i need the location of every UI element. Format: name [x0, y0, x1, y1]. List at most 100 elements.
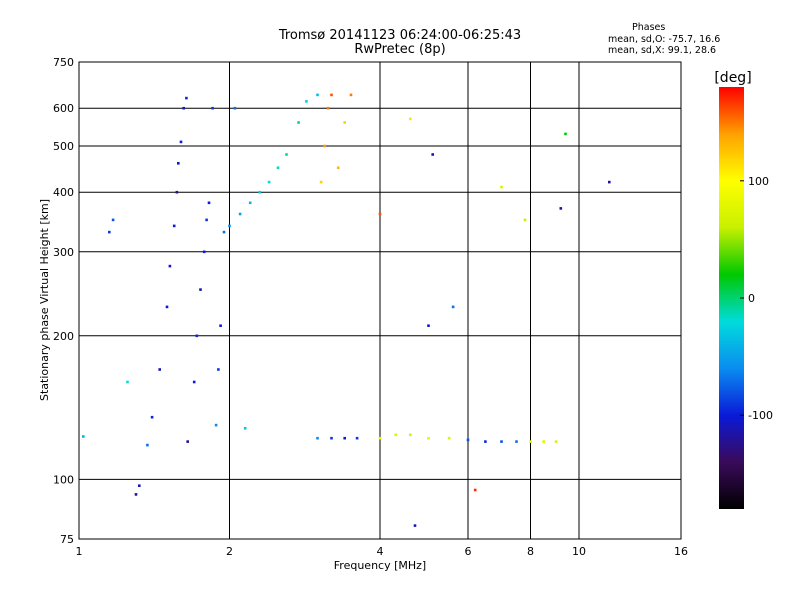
data-point — [529, 440, 532, 443]
data-point — [82, 435, 85, 438]
x-tick-label: 2 — [226, 545, 233, 558]
data-point — [378, 212, 382, 216]
data-point — [219, 324, 222, 327]
data-point — [111, 218, 115, 222]
data-point — [276, 166, 280, 170]
data-point — [108, 230, 111, 234]
data-point — [427, 436, 430, 440]
data-point — [177, 162, 180, 165]
data-point — [484, 440, 487, 443]
data-point — [554, 440, 558, 443]
y-tick-label: 100 — [53, 473, 74, 486]
x-tick-label: 10 — [572, 545, 586, 558]
y-tick-label: 200 — [53, 330, 74, 343]
data-point — [168, 264, 172, 268]
data-point — [202, 250, 206, 254]
data-point — [217, 368, 220, 371]
data-point — [211, 106, 214, 110]
data-point — [330, 93, 333, 97]
x-tick-labels: 1 2 4 6 8 10 16 — [76, 545, 689, 558]
data-point — [451, 305, 455, 309]
data-point — [473, 488, 477, 492]
data-point — [214, 423, 218, 427]
data-point — [319, 180, 323, 184]
data-point — [427, 324, 430, 327]
data-point — [207, 201, 211, 205]
data-point — [515, 440, 518, 443]
data-point — [138, 484, 141, 487]
x-axis-label: Frequency [MHz] — [334, 559, 426, 572]
data-point — [466, 438, 470, 442]
data-point — [134, 493, 138, 496]
data-points — [82, 93, 611, 527]
stats-x-mode: mean, sd,X: 99.1, 28.6 — [608, 45, 717, 56]
stats-title: Phases — [632, 22, 666, 33]
data-point — [330, 436, 333, 440]
data-point — [336, 166, 340, 170]
y-tick-label: 75 — [60, 533, 74, 546]
data-point — [205, 218, 208, 222]
data-point — [243, 427, 247, 430]
stats-o-mode: mean, sd,O: -75.7, 16.6 — [608, 34, 721, 45]
x-tick-label: 4 — [377, 545, 384, 558]
data-point — [355, 436, 359, 440]
data-point — [305, 100, 308, 103]
colorbar-tick-label: 100 — [748, 175, 769, 188]
data-point — [559, 207, 563, 210]
colorbar-ticks: 100 0 -100 — [740, 175, 773, 422]
data-point — [297, 121, 300, 124]
colorbar-tick-label: 0 — [748, 292, 755, 305]
data-point — [222, 230, 226, 234]
x-tick-label: 6 — [465, 545, 472, 558]
data-point — [258, 190, 262, 194]
grid-lines — [79, 62, 681, 539]
data-point — [228, 224, 231, 228]
data-point — [285, 153, 288, 156]
data-point — [185, 96, 188, 100]
plot-frame — [78, 61, 682, 540]
data-point — [150, 415, 154, 419]
data-point — [500, 185, 503, 189]
data-point — [233, 106, 237, 110]
data-point — [409, 117, 412, 121]
data-point — [267, 180, 271, 184]
data-point — [413, 524, 417, 527]
data-point — [238, 212, 242, 216]
y-tick-label: 600 — [53, 102, 74, 115]
data-point — [447, 436, 451, 440]
data-point — [378, 436, 382, 440]
data-point — [608, 180, 611, 184]
y-tick-label: 400 — [53, 186, 74, 199]
y-tick-labels: 75 100 200 300 400 500 600 750 — [53, 56, 74, 546]
data-point — [179, 140, 183, 144]
y-axis-label: Stationary phase Virtual Height [km] — [38, 199, 51, 401]
data-point — [195, 334, 199, 338]
data-point — [172, 224, 176, 228]
data-point — [343, 121, 346, 124]
y-tick-label: 500 — [53, 140, 74, 153]
data-point — [316, 93, 319, 97]
data-point — [316, 436, 319, 440]
data-point — [349, 93, 353, 97]
chart-subtitle: RwPretec (8p) — [354, 42, 446, 57]
colorbar-gradient — [719, 87, 744, 509]
data-point — [126, 380, 129, 384]
data-point — [542, 440, 545, 443]
data-point — [192, 380, 196, 384]
data-point — [431, 153, 434, 156]
data-point — [175, 190, 179, 194]
y-tick-label: 750 — [53, 56, 74, 69]
data-point — [326, 106, 330, 110]
data-point — [523, 218, 527, 222]
data-point — [248, 201, 252, 205]
data-point — [564, 132, 567, 136]
colorbar: [deg] 100 0 -100 — [714, 70, 773, 509]
x-tick-label: 1 — [76, 545, 83, 558]
chart-title: Tromsø 20141123 06:24:00-06:25:43 — [278, 28, 522, 43]
colorbar-tick-label: -100 — [748, 409, 773, 422]
data-point — [394, 433, 397, 437]
data-point — [199, 288, 202, 291]
data-point — [146, 443, 149, 447]
data-point — [186, 440, 189, 443]
